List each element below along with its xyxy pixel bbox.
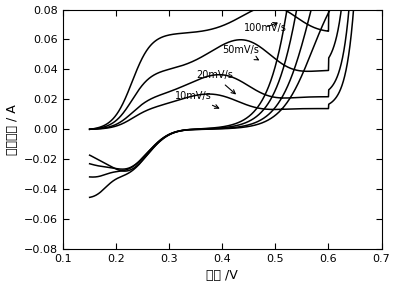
- Text: 10mV/s: 10mV/s: [175, 91, 219, 108]
- Text: 50mV/s: 50mV/s: [222, 45, 259, 60]
- X-axis label: 电位 /V: 电位 /V: [206, 270, 238, 283]
- Text: 100mV/s: 100mV/s: [244, 22, 286, 33]
- Text: 20mV/s: 20mV/s: [196, 70, 235, 94]
- Y-axis label: 电流密度 / A: 电流密度 / A: [6, 104, 19, 155]
